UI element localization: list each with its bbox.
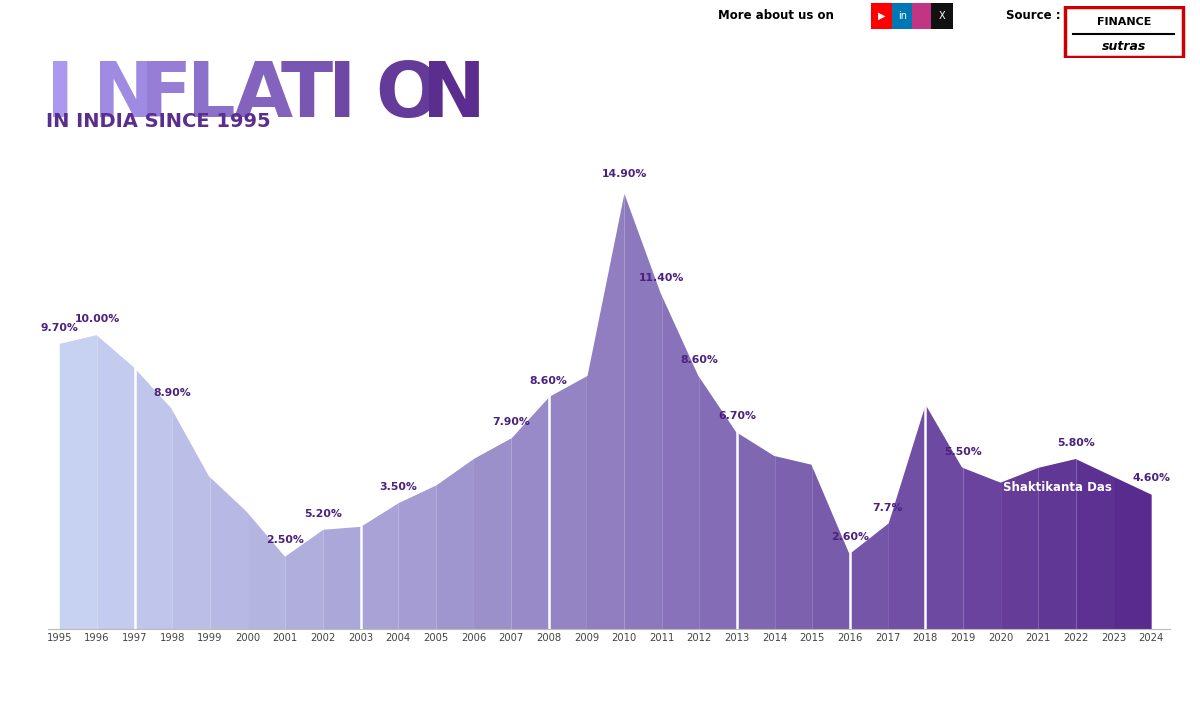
Text: 11.40%: 11.40% [640, 273, 684, 283]
Text: sutras: sutras [1102, 40, 1146, 53]
Text: 7.7%: 7.7% [872, 503, 902, 513]
Text: 2.60%: 2.60% [830, 532, 869, 542]
Text: O: O [374, 59, 439, 133]
Text: Raghuram Rajan: Raghuram Rajan [755, 676, 833, 685]
Text: F: F [139, 59, 192, 133]
Text: 9.70%: 9.70% [41, 323, 78, 333]
Text: 8.60%: 8.60% [680, 356, 719, 366]
Text: More about us on: More about us on [718, 9, 834, 23]
Text: Duvvuri Subbarao: Duvvuri Subbarao [600, 676, 685, 685]
Text: N: N [92, 59, 156, 133]
Text: 6.70%: 6.70% [718, 411, 756, 422]
Text: 3.50%: 3.50% [379, 482, 418, 492]
Bar [931, 3, 953, 29]
Text: IN INDIA SINCE 1995: IN INDIA SINCE 1995 [46, 112, 270, 131]
Text: 8.60%: 8.60% [530, 376, 568, 386]
Text: 10.00%: 10.00% [74, 314, 120, 324]
Text: in: in [898, 11, 907, 21]
Bar [912, 3, 934, 29]
Text: 5.80%: 5.80% [1057, 438, 1094, 448]
Text: I: I [328, 59, 356, 133]
Text: T: T [281, 59, 332, 133]
Text: Shaktikanta Das: Shaktikanta Das [1018, 676, 1096, 685]
Text: FINANCE: FINANCE [1097, 17, 1151, 26]
Text: ▶: ▶ [878, 11, 886, 21]
Text: 4.60%: 4.60% [1132, 473, 1170, 483]
Text: Bimal Jalan: Bimal Jalan [221, 676, 274, 685]
Text: 5.50%: 5.50% [944, 447, 982, 457]
Text: Y. V. Reddy: Y. V. Reddy [428, 676, 481, 685]
Text: Urjit Patel: Urjit Patel [864, 676, 912, 685]
Text: Source :  RBI: Source : RBI [1006, 9, 1091, 23]
Bar [871, 3, 893, 29]
Text: 7.90%: 7.90% [492, 417, 530, 427]
Text: 8.90%: 8.90% [154, 387, 191, 398]
Text: X: X [938, 11, 946, 21]
Text: A: A [234, 59, 293, 133]
Text: I: I [46, 59, 74, 133]
Text: 14.90%: 14.90% [601, 169, 647, 180]
Text: 5.20%: 5.20% [304, 509, 342, 519]
Text: L: L [187, 59, 235, 133]
Bar [892, 3, 913, 29]
Text: Shaktikanta Das: Shaktikanta Das [1003, 481, 1111, 494]
Text: FINANCE
SUTRAS: FINANCE SUTRAS [431, 324, 787, 473]
Text: N: N [422, 59, 486, 133]
Text: 2.50%: 2.50% [266, 535, 304, 545]
